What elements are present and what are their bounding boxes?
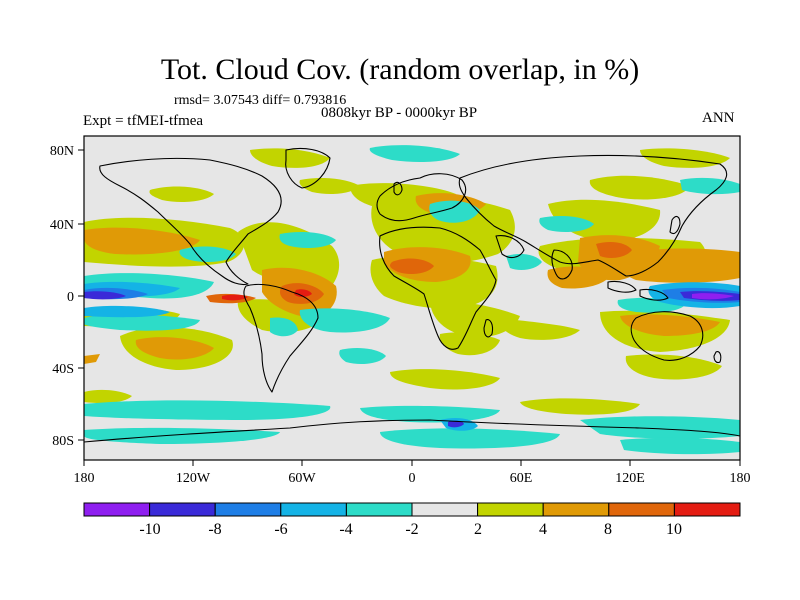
colorbar-label: -10 <box>139 521 160 538</box>
orange-anomaly-regions <box>84 193 740 364</box>
purple-anomaly-regions <box>692 293 734 300</box>
colorbar-label: 10 <box>666 521 682 538</box>
colorbar-swatch <box>83 502 151 517</box>
lat-tick-label: 80N <box>50 144 74 159</box>
colorbar-label: 2 <box>474 521 482 538</box>
experiment-label: Expt = tfMEI-tfmea <box>83 113 204 129</box>
lat-tick-label: 40N <box>50 218 74 233</box>
colorbar-label: 4 <box>539 521 547 538</box>
lat-tick-label: 0 <box>67 290 74 305</box>
lat-tick-label: 80S <box>52 434 74 449</box>
time-period-label: 0808kyr BP - 0000kyr BP <box>321 105 478 121</box>
red-anomaly-regions <box>222 289 312 301</box>
axis-tick-marks <box>78 149 741 466</box>
colorbar-swatch <box>477 502 544 517</box>
lon-tick-label: 180 <box>730 471 751 486</box>
colorbar-swatch <box>673 502 741 517</box>
anomaly-field <box>84 136 740 460</box>
lon-tick-label: 120W <box>176 471 211 486</box>
coastlines <box>84 147 740 443</box>
colorbar <box>83 502 741 517</box>
colorbar-swatch <box>542 502 610 517</box>
lon-tick-label: 60E <box>510 471 533 486</box>
colorbar-swatch <box>149 502 216 517</box>
map-title: Tot. Cloud Cov. (random overlap, in %) <box>160 53 640 86</box>
colorbar-label: 8 <box>604 521 612 538</box>
rmsd-diff-stats: rmsd= 3.07543 diff= 0.793816 <box>174 93 347 108</box>
season-label: ANN <box>702 110 735 126</box>
colorbar-label: -4 <box>339 521 352 538</box>
lat-tick-label: 40S <box>52 362 74 377</box>
colorbar-label: -2 <box>405 521 418 538</box>
colorbar-swatch <box>608 502 675 517</box>
colorbar-labels: -10 -8 -6 -4 -2 2 4 8 10 <box>139 521 682 538</box>
lon-tick-label: 60W <box>288 471 316 486</box>
lon-tick-label: 180 <box>74 471 95 486</box>
colorbar-swatch <box>411 502 479 517</box>
lon-tick-label: 120E <box>615 471 645 486</box>
colorbar-swatch <box>214 502 282 517</box>
colorbar-swatch <box>345 502 413 517</box>
lon-tick-label: 0 <box>409 471 416 486</box>
colorbar-label: -8 <box>208 521 221 538</box>
colorbar-swatch <box>280 502 347 517</box>
colorbar-label: -6 <box>274 521 287 538</box>
